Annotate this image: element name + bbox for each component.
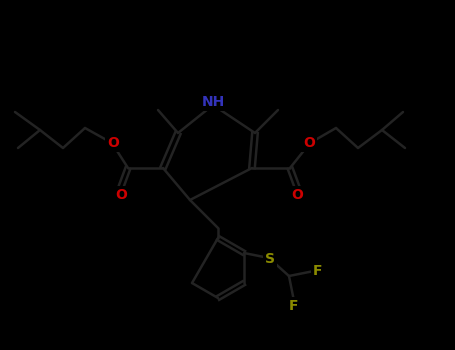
Text: O: O <box>291 188 303 202</box>
Text: S: S <box>265 252 275 266</box>
Text: F: F <box>289 299 299 313</box>
Text: O: O <box>303 136 315 150</box>
Text: O: O <box>115 188 127 202</box>
Text: F: F <box>313 264 323 278</box>
Text: O: O <box>107 136 119 150</box>
Text: NH: NH <box>202 95 225 109</box>
